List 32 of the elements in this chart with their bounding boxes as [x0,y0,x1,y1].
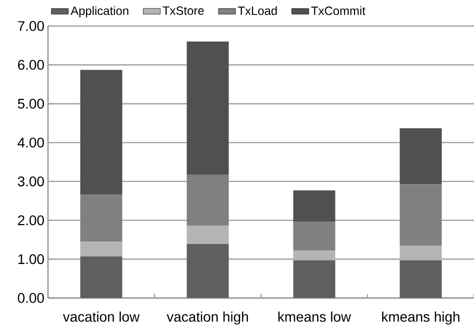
bar [186,244,229,298]
bar [186,42,229,174]
x-tick-label: kmeans low [278,312,352,322]
legend-label: TxLoad [238,6,277,15]
y-tick-label: 7.00 [18,21,44,31]
x-tick-label: vacation high [166,312,248,325]
y-tick-label: 1.00 [18,254,44,264]
bar [400,184,442,246]
y-tick-label: 0.00 [18,293,44,303]
bar [293,190,336,222]
bar [400,128,442,184]
bar [186,226,229,244]
legend-label: TxStore [162,6,204,15]
y-tick-label: 4.00 [18,138,44,148]
bar [80,242,122,256]
bar [400,246,442,260]
bar [293,221,336,251]
bar [80,256,122,298]
legend-label: Application [70,6,128,18]
y-tick-label: 6.00 [18,60,44,70]
legend-label: TxCommit [311,6,366,15]
bar [293,260,336,298]
bar [293,250,336,260]
bar [186,174,229,226]
y-tick-label: 5.00 [18,98,44,109]
y-tick-label: 3.00 [18,176,44,186]
bar [80,70,122,195]
bar [400,260,442,298]
x-tick-label: kmeans high [382,312,460,325]
bar [80,194,122,242]
x-tick-label: vacation low [62,312,140,322]
y-tick-label: 2.00 [18,215,44,226]
